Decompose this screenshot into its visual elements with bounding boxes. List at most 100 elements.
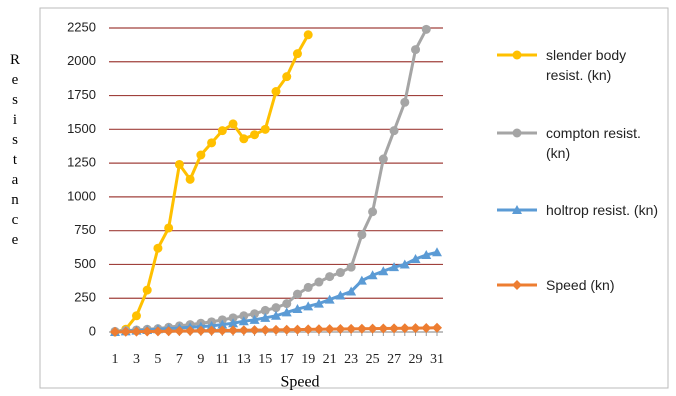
data-point [281,324,292,335]
data-point [313,324,324,335]
data-point [195,325,206,336]
data-point [142,326,153,337]
legend-label: slender body resist. (kn) [546,47,627,83]
y-tick-label: 1750 [67,87,96,102]
data-point [131,311,141,321]
data-point [281,307,292,317]
legend-marker [512,280,522,290]
data-point [292,289,302,299]
data-point [325,272,335,282]
x-tick-label: 25 [366,352,380,367]
data-point [324,324,335,335]
y-tick-label: 500 [74,256,96,271]
data-point [217,319,228,329]
data-point [185,174,195,184]
data-point [324,294,335,304]
data-point [432,247,442,257]
data-point [410,254,421,264]
data-point [207,138,217,148]
data-point [250,309,260,319]
data-point [164,223,174,233]
x-tick-label: 19 [301,352,315,367]
data-point [153,243,163,253]
y-tick-label: 1500 [67,121,96,136]
data-point [174,159,184,169]
data-point [239,134,249,144]
data-point [303,324,314,335]
data-point [356,323,367,334]
y-tick-label: 2000 [67,53,96,68]
data-point [174,326,185,337]
data-point [260,305,270,315]
data-point [260,324,271,335]
x-tick-label: 9 [197,352,204,367]
data-point [206,325,217,336]
data-point [367,270,378,280]
data-point [152,326,163,337]
data-point [271,310,281,320]
data-point [314,277,324,287]
data-point [250,130,260,140]
data-point [142,285,152,295]
data-point [399,259,410,269]
data-point [120,326,131,337]
data-point [185,325,196,336]
data-point [217,126,227,136]
data-point [346,262,356,272]
data-point [389,126,399,136]
y-tick-label: 250 [74,290,96,305]
data-point [249,314,260,324]
x-tick-label: 1 [112,352,119,367]
data-point [368,207,378,217]
x-axis-title: Speed [280,374,319,391]
x-tick-label: 27 [387,352,401,367]
data-point [206,320,217,330]
data-point [421,249,432,259]
data-point [356,275,367,285]
legend-label: holtrop resist. (kn) [546,202,659,218]
data-point [378,266,389,276]
data-point [367,323,378,334]
x-tick-label: 11 [216,352,229,367]
data-point [400,97,410,107]
data-point [282,72,292,82]
y-tick-label: 1000 [67,188,96,203]
data-point [292,304,303,314]
data-point [282,299,292,309]
data-point [110,326,120,337]
data-point [228,318,239,328]
data-point [399,323,410,334]
legend-label: Speed (kn) [546,277,615,293]
data-point [260,312,271,322]
x-tick-label: 29 [409,352,423,367]
data-point [131,326,142,337]
data-point [389,262,400,272]
data-point [271,87,281,97]
data-point [228,313,238,323]
x-tick-label: 13 [237,352,251,367]
y-tick-label: 0 [89,323,96,338]
data-point [303,301,314,311]
x-tick-label: 21 [323,352,337,367]
x-tick-label: 23 [344,352,358,367]
data-point [228,119,238,129]
data-point [239,311,249,321]
data-point [335,290,346,300]
data-point [292,49,302,59]
data-point [389,323,400,334]
data-point [335,324,346,335]
data-point [217,325,228,336]
data-point [378,323,389,334]
data-point [346,286,357,296]
x-tick-label: 17 [280,352,294,367]
data-point [421,24,431,34]
series-line [114,28,428,333]
data-point [271,303,281,313]
data-point [228,325,239,336]
x-tick-label: 7 [176,352,183,367]
y-tick-label: 2250 [67,19,96,34]
data-point [238,316,249,326]
data-point [196,150,206,160]
